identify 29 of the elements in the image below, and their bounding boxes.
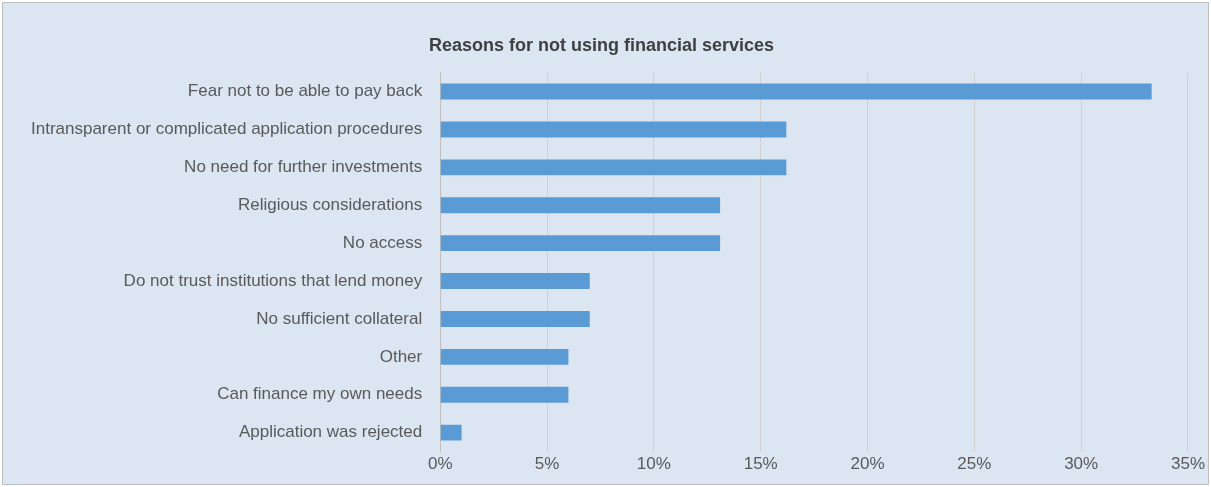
x-tick-label: 10% — [636, 454, 671, 474]
x-tick-label: 30% — [1064, 454, 1099, 474]
x-tick-label: 35% — [1170, 454, 1205, 474]
y-tick-label: No sufficient collateral — [256, 308, 423, 328]
bar — [440, 348, 569, 365]
bar — [440, 197, 721, 214]
x-tick-label: 20% — [850, 454, 885, 474]
y-tick-label: Can finance my own needs — [217, 384, 423, 404]
bar — [440, 386, 569, 403]
bar — [440, 83, 1152, 100]
bar — [440, 121, 787, 138]
bar — [440, 235, 721, 252]
chart-title: Reasons for not using financial services — [428, 34, 775, 55]
bar — [440, 273, 590, 290]
x-tick-label: 5% — [534, 454, 560, 474]
y-tick-label: Fear not to be able to pay back — [187, 81, 423, 101]
x-tick-label: 25% — [957, 454, 992, 474]
y-tick-label: Religious considerations — [237, 194, 423, 214]
y-tick-label: Application was rejected — [238, 422, 423, 442]
bar — [440, 424, 462, 441]
x-tick-label: 0% — [427, 454, 453, 474]
y-tick-label: Do not trust institutions that lend money — [123, 270, 423, 290]
y-tick-label: No need for further investments — [184, 157, 423, 177]
y-tick-label: Other — [379, 346, 423, 366]
bar — [440, 310, 590, 327]
y-tick-label: Intransparent or complicated application procedures — [30, 119, 423, 139]
x-tick-label: 15% — [743, 454, 778, 474]
y-tick-label: No access — [342, 232, 423, 252]
bar — [440, 159, 787, 176]
